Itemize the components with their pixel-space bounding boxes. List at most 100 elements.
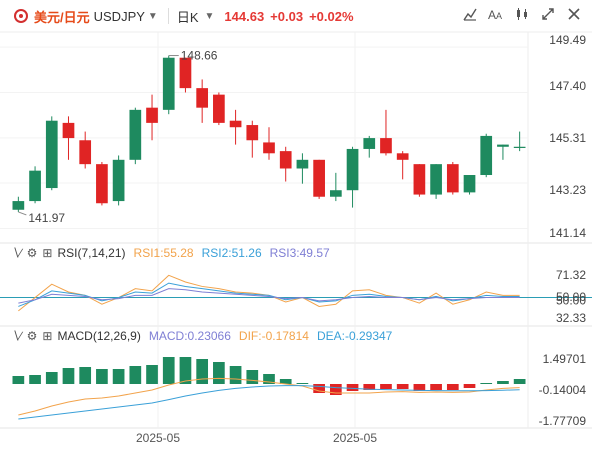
indicator-tool-icon[interactable]: [462, 6, 478, 22]
macd-bar: [463, 384, 476, 388]
candle-body: [396, 153, 409, 160]
rsi-axis-tick: 71.32: [555, 268, 586, 282]
macd-bar: [213, 362, 225, 384]
date-axis-tick: 2025-05: [136, 431, 180, 445]
pair-label[interactable]: 美元/日元: [34, 9, 90, 25]
macd-bar: [296, 383, 309, 384]
rsi-line-rsi2: [18, 282, 520, 307]
candle-body: [513, 146, 526, 148]
macd-bar: [263, 374, 275, 384]
candle-type-icon[interactable]: [514, 6, 530, 22]
settings-icon[interactable]: ⚙: [26, 246, 38, 260]
indicator-menu-icon[interactable]: ⊞: [42, 329, 53, 343]
svg-text:A: A: [488, 8, 496, 21]
close-icon[interactable]: [566, 6, 582, 22]
macd-bar: [162, 357, 175, 384]
rsi2-value: RSI2:51.26: [201, 246, 262, 260]
candle-body: [129, 109, 142, 160]
expand-icon[interactable]: [540, 6, 556, 22]
candle-body: [29, 170, 41, 202]
settings-icon[interactable]: ⚙: [26, 329, 38, 343]
macd-bar: [396, 384, 409, 389]
macd-bar: [79, 367, 92, 384]
macd-axis-tick: -0.14004: [538, 383, 586, 397]
macd-line-dea: [18, 385, 520, 420]
macd-legend: ∖∕ ⚙ ⊞ MACD(12,26,9) MACD:0.23066 DIF:-0…: [12, 329, 392, 343]
macd-bar: [313, 384, 325, 393]
macd-bar: [45, 372, 58, 384]
last-price: 144.63: [224, 8, 265, 24]
candle-body: [413, 164, 426, 195]
rsi3-value: RSI3:49.57: [269, 246, 330, 260]
candle-body: [45, 120, 58, 189]
rsi-line-rsi3: [18, 288, 520, 304]
price-axis-tick: 143.23: [549, 183, 586, 197]
candle-body: [313, 159, 325, 197]
macd-bar: [112, 369, 125, 384]
interval-selector[interactable]: 日K: [176, 9, 199, 25]
candle-body: [12, 201, 25, 210]
candle-body: [480, 135, 493, 176]
candle-body: [463, 175, 476, 193]
candle-body: [296, 159, 309, 169]
candle-body: [346, 148, 359, 191]
candle-body: [146, 107, 158, 123]
candle-body: [263, 142, 275, 154]
low-annotation: 141.97: [28, 211, 65, 225]
candle-body: [246, 125, 259, 141]
candle-body: [363, 138, 376, 149]
rsi-axis-tick-dup: 50.00: [556, 294, 586, 308]
flag-us-icon: [14, 9, 28, 23]
candle-body: [279, 151, 292, 169]
header-divider: [167, 8, 169, 24]
price-change-pct: +0.02%: [309, 8, 354, 24]
rsi-title: RSI(7,14,21): [57, 246, 126, 260]
candle-body: [446, 164, 459, 193]
macd-bar: [96, 369, 108, 384]
macd-bar: [413, 384, 426, 391]
candle-body: [213, 94, 225, 123]
macd-bar: [363, 384, 376, 390]
candle-body: [79, 140, 92, 165]
candle-body: [179, 57, 192, 89]
macd-bar: [497, 381, 509, 384]
price-axis-tick: 141.14: [549, 226, 586, 240]
macd-bar: [446, 384, 459, 390]
macd-bar: [380, 384, 392, 389]
collapse-icon[interactable]: ∖∕: [12, 329, 22, 343]
macd-bar: [430, 384, 442, 390]
rsi1-value: RSI1:55.28: [133, 246, 194, 260]
candle-body: [162, 57, 175, 110]
candle-body: [96, 164, 108, 204]
macd-bar: [146, 365, 158, 384]
macd-bar: [229, 366, 242, 384]
price-axis-tick: 147.40: [549, 79, 586, 93]
symbol-label[interactable]: USDJPY: [93, 8, 145, 24]
macd-value: MACD:0.23066: [148, 329, 231, 343]
macd-bar: [480, 383, 493, 384]
macd-bar: [346, 384, 359, 391]
rsi-axis-tick: 50.00: [555, 290, 586, 304]
candle-body: [497, 144, 509, 147]
rsi-legend: ∖∕ ⚙ ⊞ RSI(7,14,21) RSI1:55.28 RSI2:51.2…: [12, 246, 330, 260]
price-axis-tick: 149.49: [549, 33, 586, 47]
price-change: +0.03: [270, 8, 304, 24]
interval-chevron-icon[interactable]: ▼: [204, 10, 215, 22]
macd-axis-tick: 1.49701: [542, 352, 586, 366]
macd-bar: [246, 370, 259, 384]
price-axis-tick: 145.31: [549, 131, 586, 145]
date-axis-tick: 2025-05: [333, 431, 377, 445]
macd-bar: [29, 375, 41, 384]
macd-bar: [196, 359, 209, 384]
collapse-icon[interactable]: ∖∕: [12, 246, 22, 260]
dea-value: DEA:-0.29347: [316, 329, 393, 343]
dropdown-chevron-icon[interactable]: ▼: [147, 10, 158, 22]
high-annotation: 148.66: [181, 49, 218, 63]
candle-body: [329, 190, 342, 197]
candle-body: [229, 120, 242, 128]
macd-title: MACD(12,26,9): [57, 329, 141, 343]
indicator-menu-icon[interactable]: ⊞: [42, 246, 53, 260]
low-marker: [18, 211, 27, 216]
